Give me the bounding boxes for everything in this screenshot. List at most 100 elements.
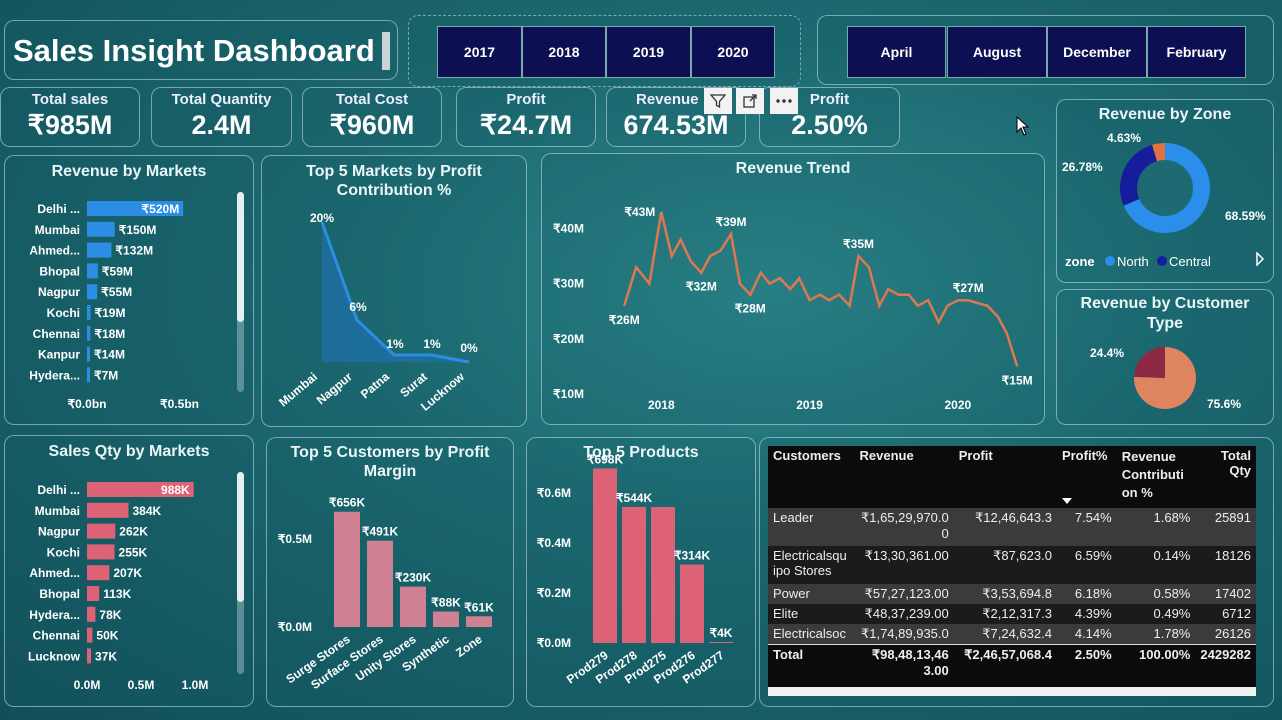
month-april-button[interactable]: April bbox=[847, 26, 946, 78]
bar bbox=[87, 482, 194, 497]
bar bbox=[466, 616, 492, 627]
data-label: ₹4K bbox=[710, 626, 733, 640]
y-tick-label: ₹0.2M bbox=[537, 586, 571, 600]
category-label: Zone bbox=[453, 632, 485, 660]
more-options-icon[interactable] bbox=[770, 88, 798, 114]
horizontal-scrollbar[interactable] bbox=[768, 687, 1256, 696]
data-label: 988K bbox=[161, 483, 190, 497]
cell: Power bbox=[773, 586, 810, 601]
area-fill bbox=[322, 222, 469, 362]
cell: 4.39% bbox=[1074, 606, 1112, 621]
chart-title-line2: Contribution % bbox=[336, 182, 452, 199]
bar bbox=[87, 544, 115, 560]
bar bbox=[87, 221, 115, 237]
focus-mode-icon[interactable] bbox=[736, 88, 764, 114]
bar bbox=[709, 642, 733, 643]
col-header-profit[interactable]: Profit bbox=[958, 448, 993, 463]
x-tick-label: 2019 bbox=[796, 398, 823, 412]
data-label: ₹314K bbox=[674, 549, 711, 563]
data-label: ₹28M bbox=[735, 302, 766, 316]
top5-products-panel: Top 5 Products ₹0.6M ₹0.4M ₹0.2M ₹0.0M ₹698K… bbox=[526, 437, 756, 707]
cell: Electricalsoc bbox=[773, 626, 846, 641]
bar bbox=[87, 606, 96, 622]
data-label: ₹491K bbox=[362, 525, 399, 539]
year-2018-button[interactable]: 2018 bbox=[522, 26, 606, 78]
kpi-label: Total Cost bbox=[335, 91, 409, 108]
kpi-label: Revenue bbox=[636, 91, 699, 108]
category-label: Delhi ... bbox=[37, 483, 80, 497]
data-label: 113K bbox=[103, 587, 131, 601]
sort-desc-icon bbox=[1061, 498, 1072, 504]
bar bbox=[87, 648, 91, 664]
donut-hole bbox=[1137, 160, 1193, 216]
cell: ₹2,46,57,068.4 bbox=[964, 647, 1052, 662]
customer-table: Customers Revenue Profit Profit% Revenue… bbox=[768, 446, 1256, 696]
data-label: 6% bbox=[349, 300, 367, 314]
data-label: ₹61K bbox=[464, 600, 494, 614]
table-row[interactable]: Power ₹57,27,123.00 ₹3,53,694.8 6.18% 0.… bbox=[768, 584, 1256, 604]
cell: ₹13,30,361.00 bbox=[864, 548, 949, 563]
scrollbar[interactable] bbox=[237, 192, 244, 392]
sales-qty-by-markets-chart: Delhi ... 988K Mumbai 384K Nagpur 262K Kochi 25… bbox=[28, 482, 208, 692]
year-2017-button[interactable]: 2017 bbox=[437, 26, 522, 78]
y-tick-label: ₹0.0M bbox=[537, 636, 571, 650]
bar bbox=[680, 564, 704, 643]
cell: ₹12,46,643.3 bbox=[975, 510, 1052, 525]
cell: 4.14% bbox=[1074, 626, 1112, 641]
table-row[interactable]: Electricalsqu ipo Stores ₹13,30,361.00 ₹… bbox=[768, 546, 1256, 584]
cell: 1.68% bbox=[1153, 510, 1191, 525]
bar bbox=[87, 523, 116, 539]
category-label: Kanpur bbox=[38, 348, 80, 362]
col-header-total-qty[interactable]: Total Qty bbox=[1220, 448, 1251, 478]
category-label: Kochi bbox=[47, 306, 80, 320]
bar bbox=[334, 511, 360, 627]
bar bbox=[87, 502, 129, 518]
category-label: Kochi bbox=[47, 545, 80, 559]
title-panel: Sales Insight Dashboard bbox=[4, 20, 398, 80]
col-header-profit-pct[interactable]: Profit% bbox=[1057, 446, 1117, 508]
revenue-by-markets-chart: Delhi ... ₹520M Mumbai ₹150M Ahmed... ₹132M Bh… bbox=[29, 201, 199, 411]
data-label: ₹32M bbox=[686, 280, 717, 294]
data-label: 78K bbox=[99, 608, 121, 622]
kpi-value: ₹985M bbox=[27, 110, 113, 140]
col-header-customers[interactable]: Customers bbox=[773, 448, 841, 463]
cell: 18126 bbox=[1214, 548, 1251, 563]
x-tick-label: 2020 bbox=[945, 398, 972, 412]
cell: ₹87,623.0 bbox=[993, 548, 1052, 563]
bar bbox=[87, 201, 184, 216]
col-header-revenue[interactable]: Revenue bbox=[859, 448, 914, 463]
chart-title-line2: Type bbox=[1146, 315, 1184, 332]
data-label: ₹132M bbox=[115, 244, 153, 258]
cell: 6.59% bbox=[1074, 548, 1112, 563]
kpi-value: 2.4M bbox=[191, 110, 252, 140]
customer-table-panel: Customers Revenue Profit Profit% Revenue… bbox=[759, 437, 1274, 707]
table-row[interactable]: Leader ₹1,65,29,970.0 0 ₹12,46,643.3 7.5… bbox=[768, 508, 1256, 546]
month-december-button[interactable]: December bbox=[1047, 26, 1147, 78]
table-row[interactable]: Elite ₹48,37,239.00 ₹2,12,317.3 4.39% 0.… bbox=[768, 604, 1256, 624]
kpi-profit: Profit ₹24.7M bbox=[456, 87, 596, 147]
cell: Total bbox=[773, 647, 804, 662]
scrollbar[interactable] bbox=[237, 472, 244, 674]
category-label: Lucknow bbox=[28, 649, 81, 663]
chevron-right-icon[interactable] bbox=[1255, 251, 1265, 271]
axis-tick-label: ₹0.0bn bbox=[68, 397, 107, 411]
year-2020-button[interactable]: 2020 bbox=[691, 26, 775, 78]
cell: 100.00% bbox=[1139, 647, 1191, 662]
bar bbox=[433, 611, 459, 627]
legend-label: North bbox=[1117, 254, 1149, 269]
month-february-button[interactable]: February bbox=[1147, 26, 1246, 78]
month-august-button[interactable]: August bbox=[947, 26, 1047, 78]
y-tick-label: ₹40M bbox=[553, 222, 584, 236]
data-label: ₹544K bbox=[616, 491, 653, 505]
filter-icon[interactable] bbox=[704, 88, 732, 114]
data-label: ₹88K bbox=[431, 596, 461, 610]
data-label: ₹39M bbox=[716, 215, 747, 229]
table-row[interactable]: Electricalsoc ₹1,74,89,935.0 ₹7,24,632.4… bbox=[768, 624, 1256, 645]
data-label: 384K bbox=[132, 504, 161, 518]
col-header-revenue-contribution[interactable]: Revenue Contributi on % bbox=[1121, 449, 1184, 500]
category-label: Patna bbox=[358, 369, 392, 401]
category-label: Bhopal bbox=[39, 587, 80, 601]
year-2019-button[interactable]: 2019 bbox=[606, 26, 691, 78]
revenue-by-zone-chart: 68.59% 26.78% 4.63% zone North Central bbox=[1062, 131, 1266, 269]
